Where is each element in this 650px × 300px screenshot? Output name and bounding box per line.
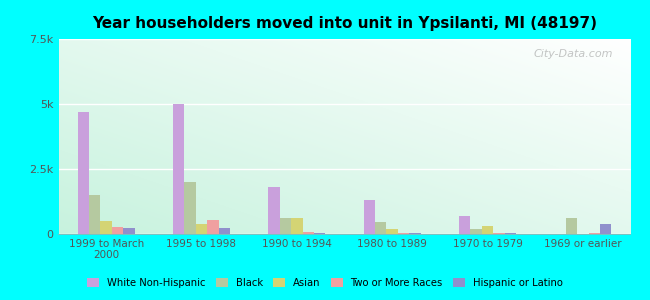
Bar [207,220,218,234]
Legend: White Non-Hispanic, Black, Asian, Two or More Races, Hispanic or Latino: White Non-Hispanic, Black, Asian, Two or… [83,274,567,292]
Bar [600,224,612,234]
Bar [314,233,326,234]
Title: Year householders moved into unit in Ypsilanti, MI (48197): Year householders moved into unit in Yps… [92,16,597,31]
Bar [566,218,577,234]
Bar [302,232,314,234]
Text: City-Data.com: City-Data.com [534,49,614,59]
Bar [124,228,135,234]
Bar [280,218,291,234]
Bar [493,233,504,234]
Bar [268,187,280,234]
Bar [112,227,124,234]
Bar [218,228,230,234]
Bar [482,226,493,234]
Bar [89,195,101,234]
Bar [471,229,482,234]
Bar [363,200,375,234]
Bar [387,229,398,234]
Bar [291,218,302,234]
Bar [173,104,185,234]
Bar [588,233,600,234]
Bar [101,221,112,234]
Bar [196,224,207,234]
Bar [77,112,89,234]
Bar [410,233,421,234]
Bar [459,216,471,234]
Bar [504,233,516,234]
Bar [185,182,196,234]
Bar [398,233,410,234]
Bar [375,222,387,234]
